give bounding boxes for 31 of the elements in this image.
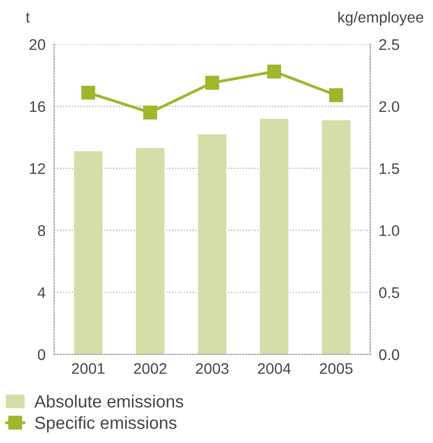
bar [136,148,164,354]
legend-label: Specific emissions [35,416,176,432]
y2-tick-label: 2.0 [379,101,400,112]
y-tick-label: 8 [38,225,46,236]
y-tick-label: 12 [30,163,46,174]
legend-label: Absolute emissions [34,394,184,408]
y-tick-label: 0 [38,349,46,360]
y-tick-label: 16 [30,101,46,112]
y2-tick-label: 0.5 [379,287,400,298]
point [143,106,158,120]
x-tick-label: 2005 [320,363,352,374]
x-tick-label: 2004 [258,363,291,374]
y-tick-label: 4 [38,287,46,298]
y2-tick-label: 1.5 [380,163,400,174]
point [205,76,220,90]
point [81,86,96,100]
y-tick-label: 20 [30,39,46,50]
y2-tick-label: 2.5 [379,39,400,50]
y2-tick-label: 1.0 [380,225,400,236]
point [267,64,282,79]
point [329,88,344,102]
bar [260,118,288,354]
x-tick-label: 2001 [72,363,104,374]
y2-axis-title: kg/employee [338,11,424,26]
x-tick-label: 2002 [134,363,166,374]
bar [198,134,226,354]
y2-tick-label: 0.0 [379,349,400,360]
x-tick-label: 2003 [196,363,228,374]
bar [322,120,350,354]
y-axis-title: t [26,12,30,23]
bar [74,151,102,354]
